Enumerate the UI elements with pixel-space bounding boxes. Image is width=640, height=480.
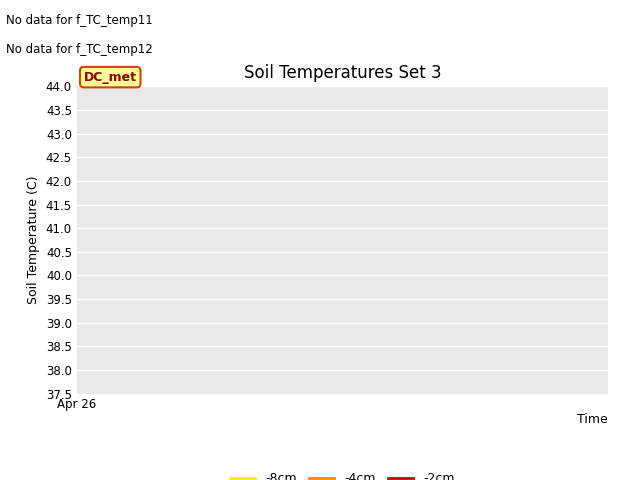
Title: Soil Temperatures Set 3: Soil Temperatures Set 3 [244,64,441,82]
Y-axis label: Soil Temperature (C): Soil Temperature (C) [28,176,40,304]
Text: Time: Time [577,413,608,426]
Text: No data for f_TC_temp12: No data for f_TC_temp12 [6,43,153,56]
Legend: -8cm, -4cm, -2cm: -8cm, -4cm, -2cm [225,468,460,480]
Text: No data for f_TC_temp11: No data for f_TC_temp11 [6,14,153,27]
Text: DC_met: DC_met [84,71,137,84]
